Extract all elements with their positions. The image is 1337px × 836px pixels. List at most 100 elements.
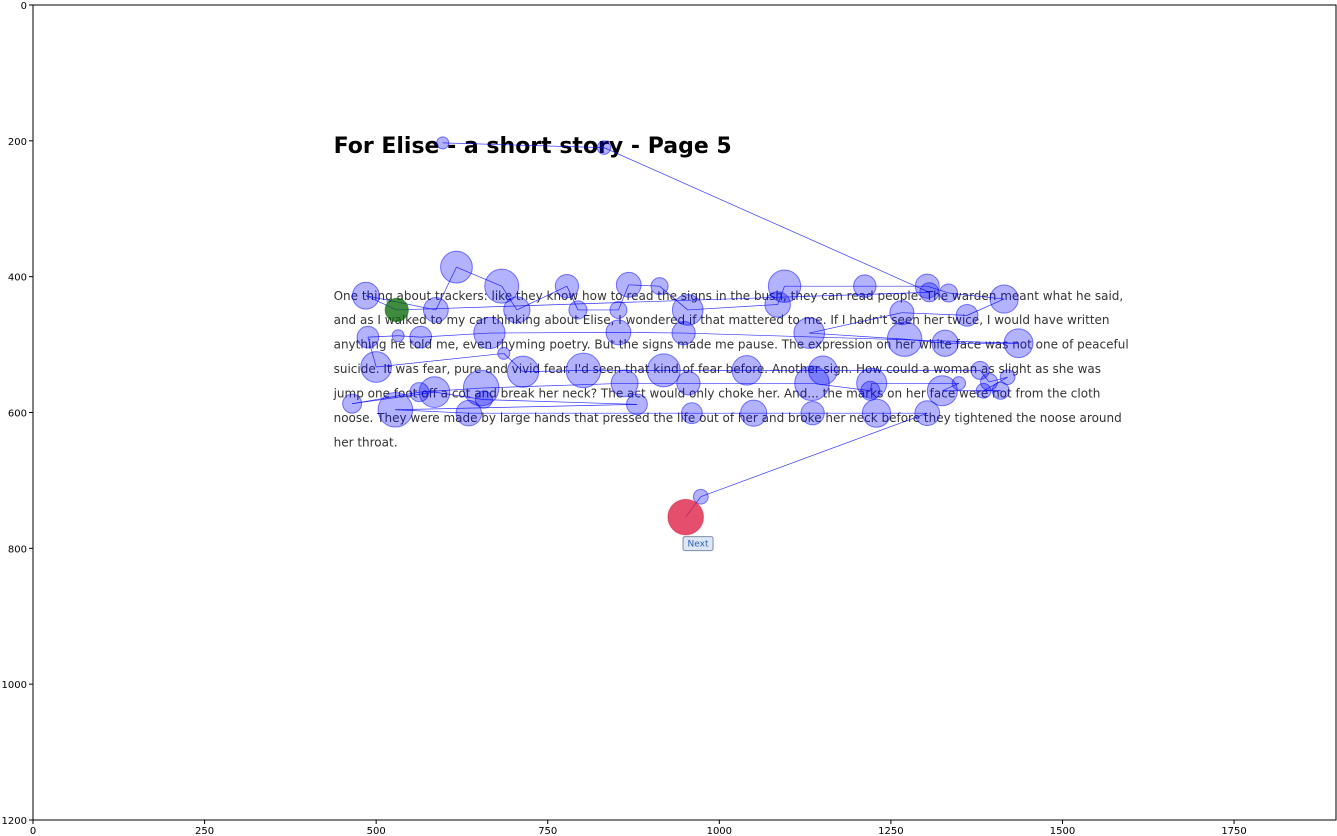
fixation-point: [926, 375, 958, 407]
x-tick-label: 1000: [707, 826, 732, 836]
fixation-point: [740, 399, 768, 427]
saccade-line: [376, 353, 504, 368]
x-tick-label: 750: [538, 826, 557, 836]
fixation-point: [440, 250, 473, 284]
x-tick-label: 1500: [1050, 826, 1075, 836]
saccade-line: [398, 335, 421, 338]
fixation-points: [342, 136, 1034, 536]
fixation-point: [764, 291, 791, 318]
saccade-line: [367, 335, 399, 338]
saccade-line: [700, 412, 928, 498]
fixation-point: [418, 376, 451, 408]
y-tick-label: 800: [8, 544, 27, 555]
saccade-line: [442, 142, 605, 148]
fixation-point: [605, 319, 632, 346]
fixation-point: [484, 268, 520, 304]
fixation-point: [626, 393, 648, 416]
fixation-point: [793, 317, 826, 349]
y-tick-label: 200: [8, 137, 27, 148]
next-button[interactable]: Next: [682, 536, 714, 552]
story-line: and as I walked to my car thinking about…: [334, 313, 1110, 327]
fixation-point: [999, 369, 1016, 386]
fixation-point: [931, 329, 959, 357]
x-tick-label: 1250: [878, 826, 903, 836]
fixation-point: [462, 369, 500, 407]
fixation-point: [939, 283, 959, 303]
fixation-point: [975, 382, 992, 399]
saccade-line: [979, 370, 990, 383]
saccade-line: [435, 267, 457, 311]
fixation-point: [889, 300, 915, 326]
saccade-line: [420, 332, 490, 338]
fixation-point: [356, 325, 380, 349]
next-button-label[interactable]: Next: [688, 540, 709, 550]
y-tick-label: 600: [8, 409, 27, 420]
fixation-point: [351, 281, 380, 310]
story-line: her throat.: [334, 435, 398, 449]
fixation-point: [860, 380, 881, 401]
fixation-point: [455, 399, 483, 427]
saccade-line: [603, 147, 930, 293]
saccade-line: [352, 391, 435, 405]
saccade-line: [809, 332, 905, 340]
fixation-point: [886, 321, 923, 357]
next-button-box[interactable]: [682, 536, 714, 552]
saccade-line: [628, 284, 660, 287]
fixation-point: [615, 271, 642, 298]
fixation-point: [497, 346, 511, 360]
x-tick-label: 1750: [1221, 826, 1246, 836]
fixation-point: [671, 320, 696, 346]
fixation-point: [991, 381, 1010, 400]
fixation-point: [861, 398, 892, 428]
fixation-point: [474, 390, 493, 409]
saccade-line: [523, 370, 584, 373]
fixation-point: [676, 371, 701, 396]
fixation-point: [1003, 328, 1034, 359]
saccade-line: [966, 298, 1005, 316]
saccade-line: [419, 387, 482, 393]
y-tick-label: 400: [8, 273, 27, 284]
story-line: jump one foot off a cot and break her ne…: [333, 387, 1101, 401]
fixation-point: [794, 365, 830, 402]
fixation-point: [989, 284, 1019, 314]
fixation-point: [646, 353, 681, 388]
saccade-line: [501, 285, 518, 311]
fixation-point: [596, 140, 612, 155]
saccade-line: [659, 285, 688, 311]
fixation-point: [951, 376, 967, 391]
saccade-line: [516, 285, 568, 311]
fixation-point: [506, 355, 540, 388]
x-tick-label: 500: [367, 826, 386, 836]
x-tick-label: 0: [30, 826, 36, 836]
saccade-line: [395, 404, 637, 411]
last-fixation-point: [667, 498, 704, 536]
fixation-point: [568, 300, 588, 320]
fixation-point: [650, 277, 669, 296]
fixation-point: [856, 367, 888, 399]
saccade-line: [869, 383, 873, 391]
saccade-line: [489, 332, 619, 334]
fixation-point: [914, 400, 941, 427]
saccade-line: [396, 291, 930, 311]
saccade-line: [683, 332, 1019, 344]
saccade-line: [618, 284, 630, 311]
saccade-line: [483, 399, 637, 405]
fixation-point: [503, 296, 531, 324]
y-tick-label: 1200: [2, 816, 27, 827]
saccade-line: [456, 266, 502, 287]
x-tick-label: 250: [195, 826, 214, 836]
fixation-point: [473, 316, 506, 350]
saccade-line: [988, 376, 1008, 383]
fixation-point: [914, 273, 940, 299]
fixation-point: [800, 401, 825, 426]
fixation-point: [767, 269, 802, 303]
saccade-line: [481, 382, 625, 389]
fixation-point: [436, 136, 450, 150]
fixation-point: [731, 355, 762, 386]
page-title: For Elise - a short story - Page 5: [334, 134, 732, 159]
fixation-point: [692, 488, 709, 505]
story-line: noose. They were made by large hands tha…: [334, 411, 1122, 425]
story-line: suicide. It was fear, pure and vivid fea…: [334, 362, 1101, 376]
saccade-line: [566, 286, 579, 311]
